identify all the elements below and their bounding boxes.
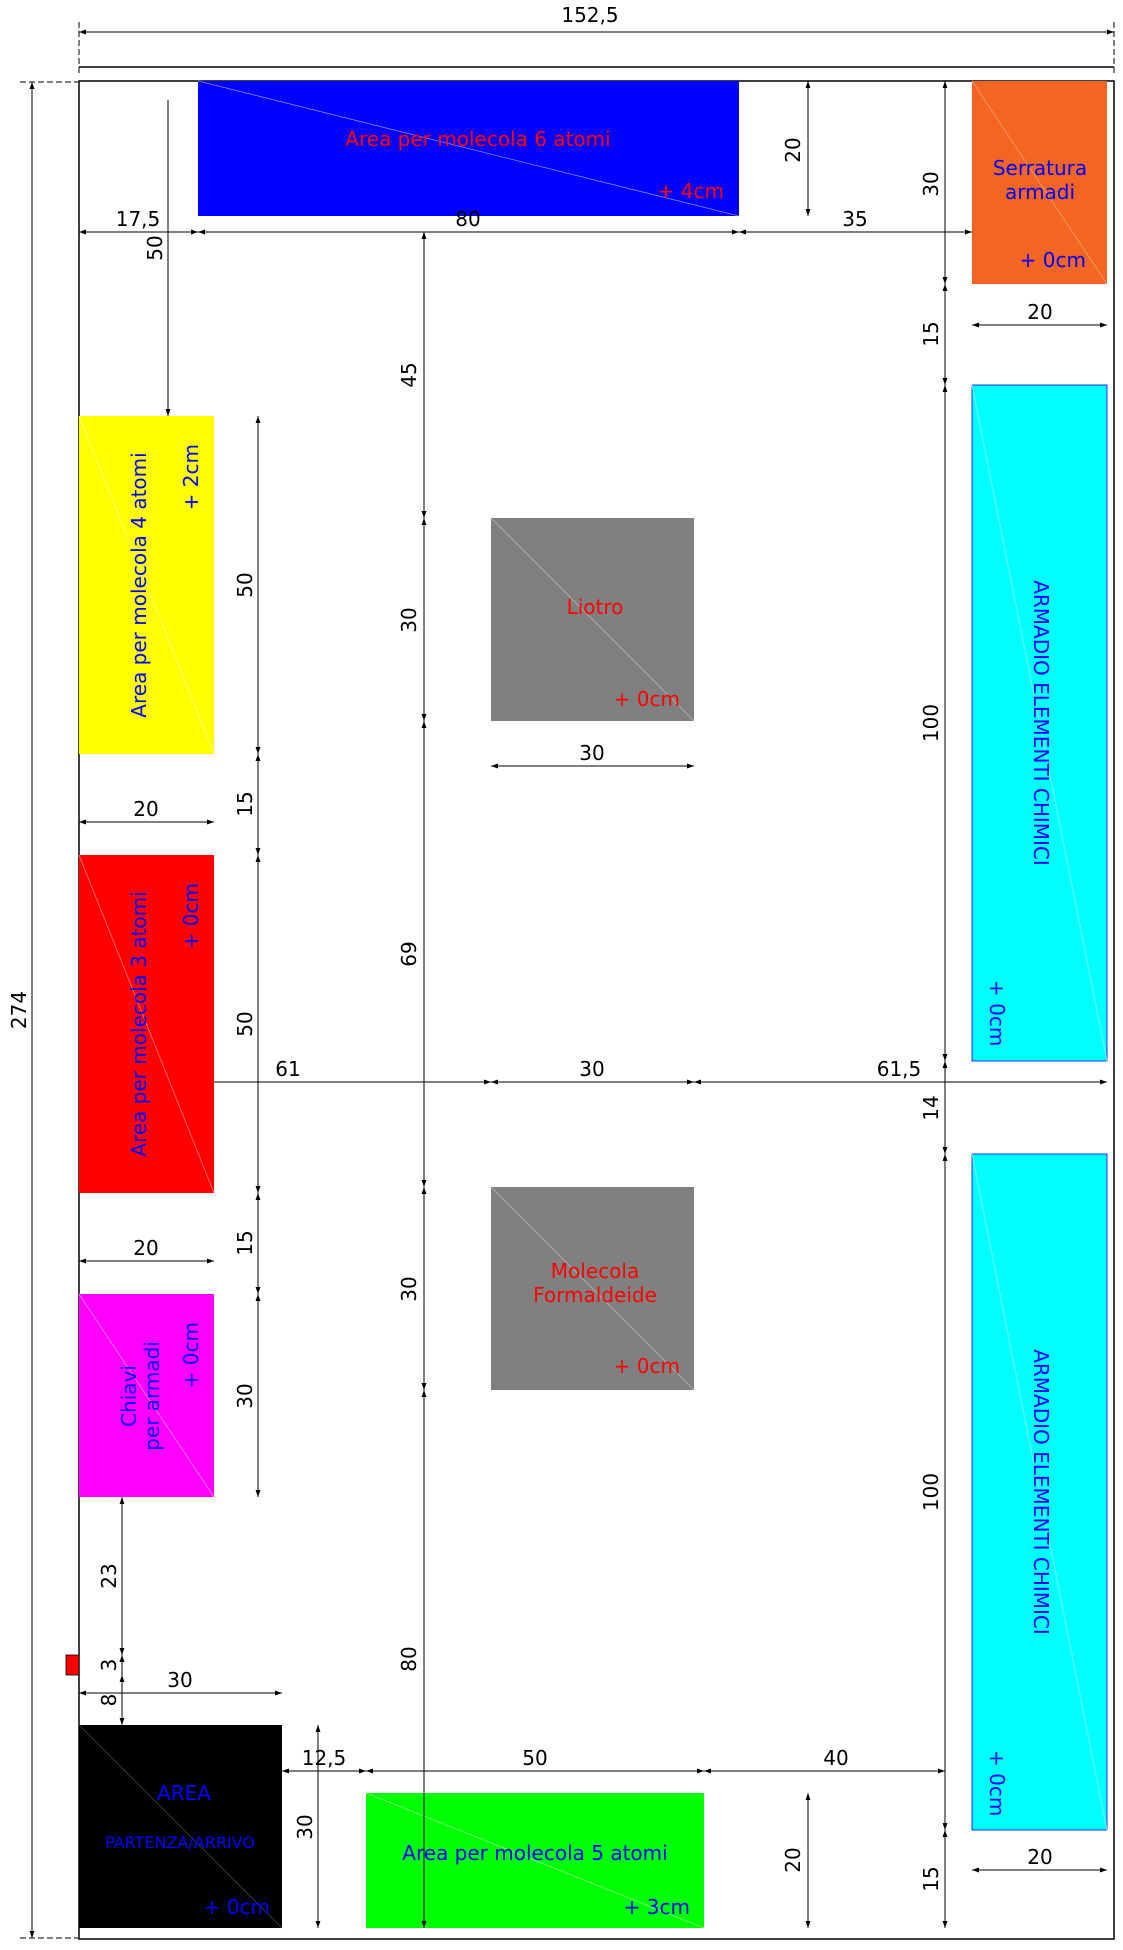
area-four-atoms: Area per molecola 4 atomi + 2cm: [78, 415, 215, 755]
dim-center-mid-gap: 69: [397, 941, 421, 966]
keys-offset: + 0cm: [179, 1322, 203, 1388]
overall-height-label: 274: [7, 991, 31, 1029]
dim-five-atoms-width: 50: [522, 1746, 547, 1770]
area-formaldeide: Molecola Formaldeide + 0cm: [490, 1186, 695, 1391]
dim-five-atoms-height: 20: [781, 1847, 805, 1872]
start-marker: [65, 1654, 80, 1676]
dim-keys-to-marker: 23: [97, 1563, 121, 1588]
area-locks: Serratura armadi + 0cm: [971, 80, 1108, 285]
dim-liotro-height: 30: [397, 607, 421, 632]
cabinet-bottom-label: ARMADIO ELEMENTI CHIMICI: [1029, 1349, 1053, 1635]
dim-left-margin-top: 17,5: [116, 207, 161, 231]
five-atoms-label: Area per molecola 5 atomi: [402, 1841, 667, 1865]
five-atoms-offset: + 3cm: [624, 1895, 690, 1919]
dim-keys-height: 30: [233, 1383, 257, 1408]
overall-height-dim: 274: [7, 81, 78, 1939]
dim-start-width: 30: [167, 1668, 192, 1692]
liotro-offset: + 0cm: [614, 687, 680, 711]
area-three-atoms: Area per molecola 3 atomi + 0cm: [78, 854, 215, 1194]
overall-width-dim: 152,5: [78, 3, 1115, 74]
dim-locks-height: 30: [919, 171, 943, 196]
dim-start-height: 30: [293, 1814, 317, 1839]
dim-six-atoms-width: 80: [455, 207, 480, 231]
dim-marker-height: 3: [97, 1659, 121, 1672]
cabinet-bottom-offset: + 0cm: [985, 1750, 1009, 1816]
three-atoms-label: Area per molecola 3 atomi: [127, 891, 151, 1156]
dim-mid-right: 61,5: [877, 1057, 922, 1081]
field-border: [78, 80, 1115, 1940]
area-six-atoms: Area per molecola 6 atomi + 4cm: [197, 80, 740, 217]
six-atoms-offset: + 4cm: [658, 179, 724, 203]
keys-label-1: Chiavi: [117, 1365, 141, 1427]
cabinet-top-offset: + 0cm: [985, 980, 1009, 1046]
formaldeide-offset: + 0cm: [614, 1354, 680, 1378]
dim-six-atoms-to-right: 35: [842, 207, 867, 231]
dim-five-to-cabinet: 40: [823, 1746, 848, 1770]
dim-center-bottom-gap: 80: [397, 1646, 421, 1671]
dim-three-atoms-height: 50: [233, 1011, 257, 1036]
dim-cabinet-bottom-gap: 15: [919, 1866, 943, 1891]
three-atoms-offset: + 0cm: [179, 883, 203, 949]
formaldeide-label-2: Formaldeide: [533, 1283, 657, 1307]
dim-start-to-five: 12,5: [302, 1746, 347, 1770]
liotro-label: Liotro: [567, 595, 624, 619]
dim-cabinet-top-height: 100: [919, 704, 943, 742]
dim-mid-center: 30: [579, 1057, 604, 1081]
locks-label-1: Serratura: [993, 156, 1087, 180]
dim-four-atoms-to-three-gap: 15: [233, 791, 257, 816]
dim-liotro-width: 30: [579, 741, 604, 765]
area-start-arrival: AREA PARTENZA/ARRIVO + 0cm: [78, 1724, 283, 1929]
six-atoms-label: Area per molecola 6 atomi: [345, 127, 610, 151]
locks-label-2: armadi: [1005, 180, 1075, 204]
dim-formaldeide-height: 30: [397, 1276, 421, 1301]
dim-three-atoms-width: 20: [133, 1236, 158, 1260]
dim-four-atoms-width: 20: [133, 797, 158, 821]
cabinet-top-label: ARMADIO ELEMENTI CHIMICI: [1029, 580, 1053, 866]
area-cabinet-top: ARMADIO ELEMENTI CHIMICI + 0cm: [971, 384, 1108, 1062]
dim-locks-gap: 15: [919, 321, 943, 346]
area-keys: Chiavi per armadi + 0cm: [78, 1293, 215, 1498]
dim-mid-left: 61: [275, 1057, 300, 1081]
dimension-lines: [79, 81, 1107, 1928]
dim-cabinet-gap: 14: [919, 1095, 943, 1120]
dim-four-atoms-height: 50: [233, 572, 257, 597]
start-label-1: AREA: [157, 1781, 211, 1805]
locks-offset: + 0cm: [1020, 248, 1086, 272]
dim-center-top-gap: 45: [397, 362, 421, 387]
dim-cabinet-bottom-width: 20: [1027, 1845, 1052, 1869]
four-atoms-offset: + 2cm: [179, 444, 203, 510]
dim-cabinet-bottom-height: 100: [919, 1473, 943, 1511]
dimension-labels: 17,5 80 35 20 50 30 15 20 100 14 100 15 …: [97, 137, 1053, 1891]
area-cabinet-bottom: ARMADIO ELEMENTI CHIMICI + 0cm: [971, 1153, 1108, 1831]
dim-locks-width: 20: [1027, 300, 1052, 324]
dim-left-top-gap: 50: [143, 235, 167, 260]
keys-label-2: per armadi: [140, 1341, 164, 1451]
dim-marker-to-start: 8: [97, 1694, 121, 1707]
area-liotro: Liotro + 0cm: [490, 517, 695, 722]
dim-six-atoms-height: 20: [781, 137, 805, 162]
overall-width-label: 152,5: [561, 3, 618, 27]
start-offset: + 0cm: [204, 1895, 270, 1919]
dim-three-to-keys-gap: 15: [233, 1230, 257, 1255]
area-five-atoms: Area per molecola 5 atomi + 3cm: [365, 1792, 705, 1929]
formaldeide-label-1: Molecola: [551, 1259, 639, 1283]
start-label-2: PARTENZA/ARRIVO: [105, 1833, 255, 1852]
four-atoms-label: Area per molecola 4 atomi: [127, 452, 151, 717]
